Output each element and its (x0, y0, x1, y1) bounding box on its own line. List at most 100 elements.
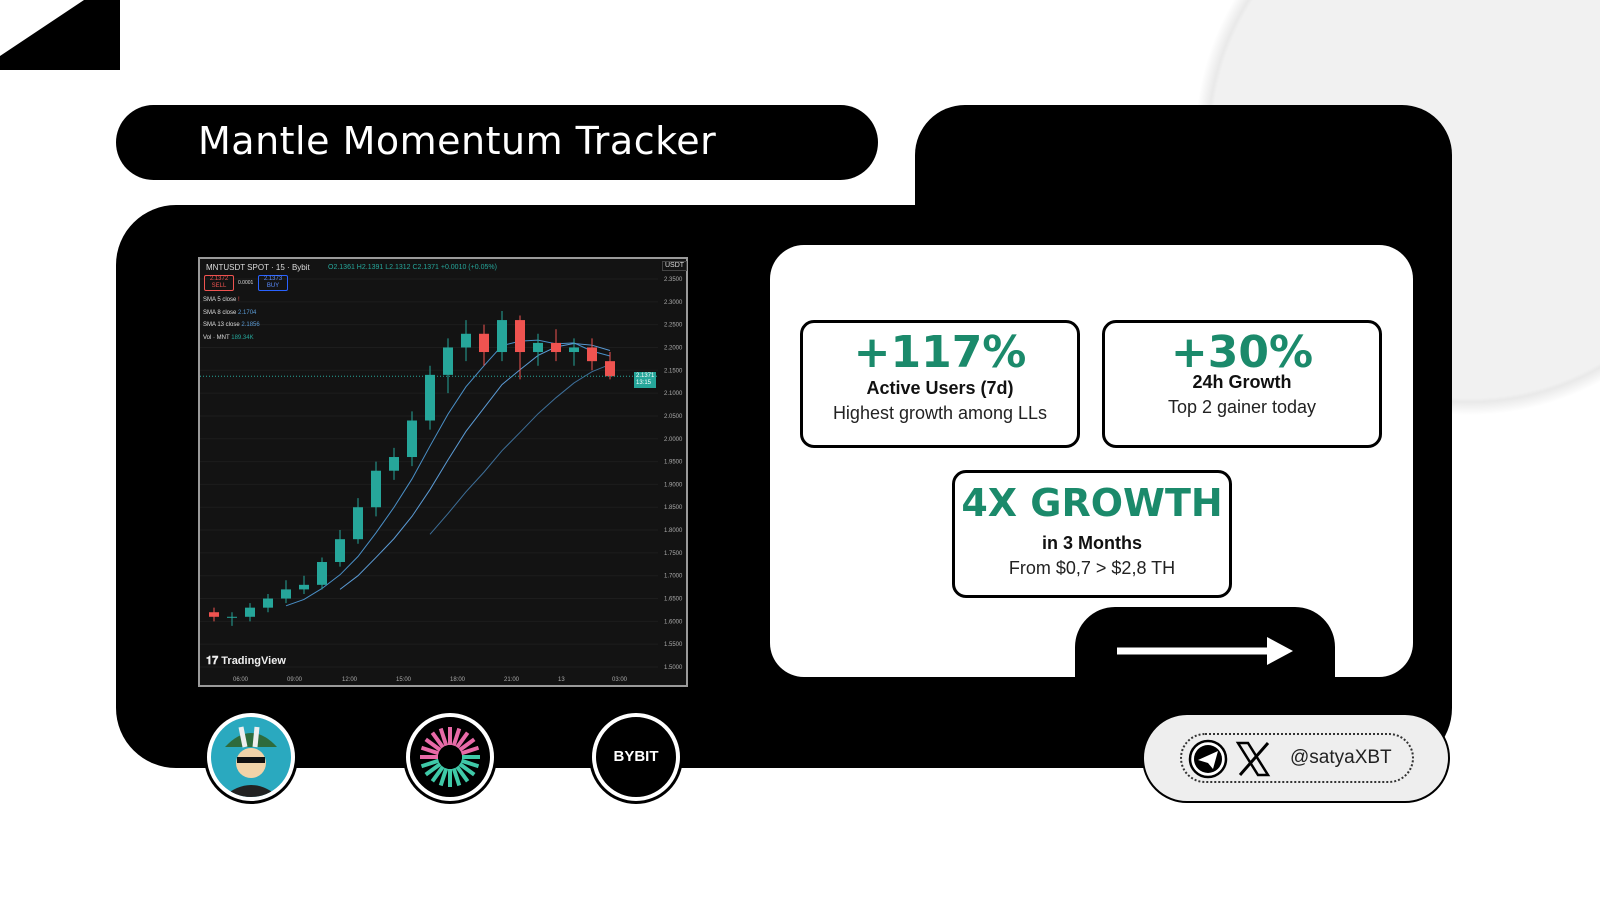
logo-ray (420, 745, 440, 756)
indicator-value: 2.1704 (238, 310, 257, 316)
logo-ray (458, 737, 476, 752)
buy-button[interactable]: 2.1373 BUY (258, 275, 288, 291)
y-tick-label: 2.0500 (664, 414, 683, 420)
indicator-value: 2.1856 (241, 322, 260, 328)
candle-body (515, 320, 525, 353)
logo-ray (430, 765, 445, 783)
x-tick-label: 06:00 (233, 677, 249, 683)
candle-body (443, 347, 453, 375)
buy-price: 2.1373 (263, 276, 283, 282)
candle-body (209, 612, 219, 617)
currency-selector[interactable]: USDT (662, 261, 688, 271)
y-tick-label: 1.7000 (664, 574, 683, 580)
sell-label: SELL (211, 283, 227, 289)
chart-ohlc: O2.1361 H2.1391 L2.1312 C2.1371 +0.0010 … (328, 264, 497, 271)
candle-body (353, 507, 363, 540)
indicator-sma5: SMA 5 close ! (203, 297, 240, 303)
candle-body (317, 562, 327, 585)
bybit-logo: BYBIT (592, 713, 680, 801)
stat-label: 24h Growth (1192, 372, 1292, 392)
stat-sub: Highest growth among LLs (832, 403, 1048, 423)
candle-body (425, 374, 435, 421)
indicator-sma8: SMA 8 close 2.1704 (203, 310, 256, 316)
indicator-value: 189.34K (231, 335, 254, 341)
logo-ray (424, 737, 442, 752)
stat-value: 4X GROWTH (961, 481, 1223, 525)
sma-line (429, 363, 611, 535)
card-connector (0, 0, 120, 70)
indicator-name: SMA 13 close (203, 322, 240, 328)
candle-body (587, 347, 597, 362)
social-handle: @satyaXBT (1290, 747, 1392, 768)
stats-panel: +117% Active Users (7d) Highest growth a… (770, 245, 1413, 677)
sell-button[interactable]: 2.1372 SELL (204, 275, 234, 291)
stat-value: +117% (853, 327, 1027, 378)
mantle-logo-icon (420, 727, 480, 787)
stat-sub: From $0,7 > $2,8 TH (1008, 558, 1176, 578)
y-tick-label: 2.2500 (664, 323, 683, 329)
logo-ray (438, 767, 449, 787)
arrow-right-icon (1117, 637, 1293, 665)
candle-body (461, 333, 471, 348)
y-tick-label: 1.5000 (664, 665, 683, 671)
candle-body (245, 607, 255, 617)
y-tick-label: 2.0000 (664, 437, 683, 443)
sma-line (339, 342, 611, 590)
candle-body (227, 616, 237, 618)
x-tick-label: 18:00 (450, 677, 466, 683)
candle-countdown: 13:15 (636, 380, 652, 386)
candle-body (569, 347, 579, 353)
y-tick-label: 2.1000 (664, 391, 683, 397)
indicator-name: SMA 8 close (203, 310, 237, 316)
logo-ray (455, 731, 470, 749)
chart-symbol: MNTUSDT SPOT · 15 · Bybit (206, 263, 310, 272)
indicator-name: Vol · MNT (203, 335, 230, 341)
stat-card-24h-growth: +30% 24h Growth Top 2 gainer today (1102, 320, 1382, 448)
logo-ray (458, 762, 476, 777)
candle-body (479, 333, 489, 353)
y-tick-label: 1.5500 (664, 642, 683, 648)
candle-body (371, 470, 381, 508)
brand-name: TradingView (221, 655, 286, 667)
mantle-logo (406, 713, 494, 801)
logo-ray (455, 765, 470, 783)
x-tick-label: 09:00 (287, 677, 303, 683)
stat-value: +30% (1170, 327, 1314, 378)
y-tick-label: 1.6000 (664, 619, 683, 625)
telegram-icon[interactable] (1188, 739, 1228, 779)
social-pill: @satyaXBT (1142, 713, 1450, 803)
logo-ray (424, 762, 442, 777)
y-tick-label: 1.8500 (664, 505, 683, 511)
price-chart[interactable]: 2.3500 2.3000 2.2500 2.2000 2.1500 2.1000 2.05… (198, 257, 688, 687)
candle-body (407, 420, 417, 458)
chart-canvas: 2.3500 2.3000 2.2500 2.2000 2.1500 2.1000 2.05… (200, 277, 683, 683)
indicator-sma13: SMA 13 close 2.1856 (203, 322, 260, 328)
y-tick-label: 1.9000 (664, 482, 683, 488)
logo-ray (451, 727, 462, 747)
candle-body (263, 598, 273, 608)
candle-body (299, 584, 309, 590)
y-tick-label: 1.7500 (664, 551, 683, 557)
candle-body (533, 342, 543, 353)
buy-label: BUY (266, 283, 280, 289)
stat-label: in 3 Months (1042, 533, 1142, 553)
logo-ray (460, 758, 480, 769)
stat-sub: Top 2 gainer today (1167, 397, 1317, 417)
y-tick-label: 1.6500 (664, 597, 683, 603)
y-tick-label: 1.8000 (664, 528, 683, 534)
x-tick-label: 12:00 (342, 677, 358, 683)
avatar-illustration (223, 726, 279, 797)
y-tick-label: 2.1500 (664, 368, 683, 374)
tradingview-logo: 𝟏𝟕 TradingView (206, 655, 286, 667)
logo-ray (460, 745, 480, 756)
candle-body (281, 589, 291, 599)
logo-ray (451, 767, 462, 787)
social-links[interactable]: @satyaXBT (1180, 733, 1414, 783)
y-tick-label: 2.3500 (664, 277, 683, 283)
x-twitter-icon[interactable] (1234, 739, 1272, 779)
x-tick-label: 21:00 (504, 677, 520, 683)
logo-ray (420, 758, 440, 769)
next-button[interactable] (1075, 607, 1335, 697)
x-tick-label: 13 (558, 677, 565, 683)
spread: 0.0001 (238, 280, 254, 286)
